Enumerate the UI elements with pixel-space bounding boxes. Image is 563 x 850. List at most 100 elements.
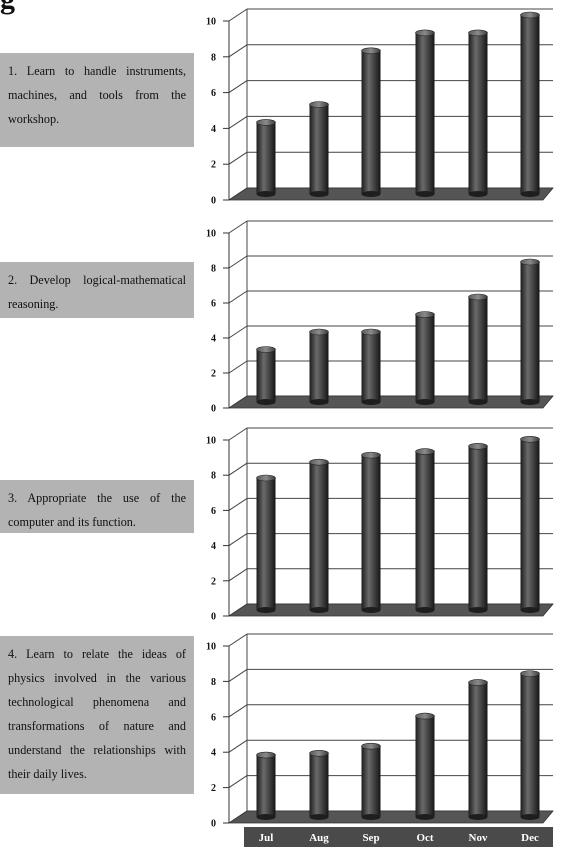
x-tick-label-oct: Oct (416, 832, 433, 844)
grid-side-line (228, 633, 248, 647)
bar-body (256, 755, 276, 817)
bar-base (520, 191, 540, 197)
bar-cap (468, 293, 488, 301)
y-tick-label: 10 (206, 229, 216, 240)
y-tick-label: 0 (211, 819, 216, 830)
bar-cap (520, 11, 540, 19)
bar-aug (309, 101, 329, 197)
bar-base (309, 814, 329, 820)
chart-panel-1: 0 2 4 6 8 10 (206, 8, 554, 207)
y-tick-label: 6 (211, 712, 216, 723)
bar-cap (361, 451, 381, 459)
grid-side-line (228, 255, 248, 269)
chart-panel-3: 0 2 4 6 8 10 (206, 427, 554, 623)
bar-body (468, 446, 488, 610)
grid-side-line (228, 325, 248, 339)
bar-base (361, 399, 381, 405)
goal-4-text: 4. Learn to relate the ideas of physics … (8, 647, 186, 781)
bar-cap (415, 311, 435, 318)
bar-nov (468, 679, 488, 820)
y-tick-label: 6 (211, 299, 216, 310)
bar-body (256, 122, 276, 194)
bar-dec (520, 258, 540, 405)
bar-cap (361, 328, 381, 336)
bar-body (520, 262, 540, 402)
bar-jul (256, 751, 276, 820)
bar-dec (520, 670, 540, 820)
bar-base (256, 814, 276, 820)
y-tick-label: 0 (211, 404, 216, 415)
chart-floor (227, 395, 554, 409)
bar-base (361, 607, 381, 613)
bar-sep (361, 328, 381, 405)
bar-aug (309, 328, 329, 405)
bar-body (415, 451, 435, 610)
bar-base (309, 607, 329, 613)
bar-jul (256, 474, 276, 613)
chart-panel-4: 0 2 4 6 8 10 (206, 633, 554, 830)
bar-cap (468, 679, 488, 686)
bar-body (361, 50, 381, 194)
bar-body (468, 32, 488, 195)
bar-nov (468, 29, 488, 197)
bar-base (361, 814, 381, 820)
grid-side-line (228, 360, 248, 374)
y-tick-label: 0 (211, 196, 216, 207)
x-tick-label-nov: Nov (469, 832, 488, 844)
y-tick-label: 2 (211, 783, 216, 794)
bar-dec (520, 11, 540, 197)
y-tick-label: 2 (211, 369, 216, 380)
x-tick-label-sep: Sep (362, 832, 379, 844)
goal-1-box: 1. Learn to handle instruments, machines… (0, 53, 194, 147)
y-tick-label: 2 (211, 160, 216, 171)
bar-body (309, 104, 329, 194)
bar-cap (309, 749, 329, 757)
y-tick-label: 0 (211, 612, 216, 623)
goal-2-text: 2. Develop logical-mathematical reasonin… (8, 273, 186, 311)
bar-body (309, 753, 329, 817)
bar-base (256, 399, 276, 405)
y-tick-label: 4 (211, 541, 216, 552)
bar-base (361, 191, 381, 197)
grid-side-line (228, 220, 248, 234)
x-tick-label-dec: Dec (521, 832, 539, 844)
grid-side-line (228, 427, 248, 441)
bar-base (415, 607, 435, 613)
grid-side-line (228, 290, 248, 304)
bar-body (256, 349, 276, 402)
bar-base (468, 607, 488, 613)
bar-cap (415, 712, 435, 720)
bar-body (468, 682, 488, 817)
bar-cap (256, 119, 276, 126)
y-tick-label: 6 (211, 88, 216, 99)
bar-cap (468, 443, 488, 450)
goal-3-text: 3. Appropriate the use of the computer a… (8, 491, 186, 529)
goal-1-text: 1. Learn to handle instruments, machines… (8, 64, 186, 126)
x-tick-label-jul: Jul (259, 832, 274, 844)
bar-body (256, 478, 276, 610)
grid-side-line (228, 497, 248, 511)
bar-cap (415, 448, 435, 455)
bar-cap (520, 435, 540, 443)
bar-body (415, 32, 435, 195)
bar-base (468, 191, 488, 197)
bar-jul (256, 119, 276, 197)
chart-floor (227, 187, 554, 201)
grid-side-line (228, 115, 248, 129)
bar-body (520, 15, 540, 194)
y-tick-label: 10 (206, 642, 216, 653)
grid-side-line (228, 739, 248, 753)
bar-cap (256, 346, 276, 353)
goal-2-box: 2. Develop logical-mathematical reasonin… (0, 262, 194, 318)
bar-sep (361, 742, 381, 820)
bar-base (309, 191, 329, 197)
bar-cap (520, 258, 540, 266)
y-tick-label: 8 (211, 264, 216, 275)
bar-cap (256, 751, 276, 759)
grid-side-line (228, 775, 248, 789)
chart-floor (227, 810, 554, 824)
bar-dec (520, 435, 540, 613)
x-tick-label-aug: Aug (309, 832, 329, 844)
bar-body (415, 716, 435, 817)
bar-body (520, 439, 540, 610)
